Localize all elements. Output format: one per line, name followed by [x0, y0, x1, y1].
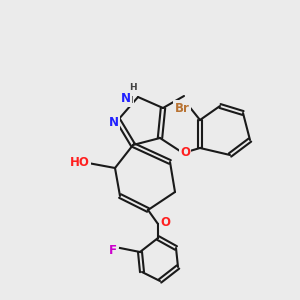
Text: N: N	[121, 91, 129, 101]
Text: H: H	[125, 96, 133, 105]
Text: O: O	[160, 215, 170, 229]
Text: O: O	[180, 146, 190, 160]
Text: Br: Br	[175, 101, 189, 115]
Text: N: N	[109, 116, 119, 128]
Text: N: N	[121, 92, 131, 106]
Text: F: F	[109, 244, 117, 256]
Text: H: H	[129, 82, 137, 91]
Text: HO: HO	[70, 157, 90, 169]
